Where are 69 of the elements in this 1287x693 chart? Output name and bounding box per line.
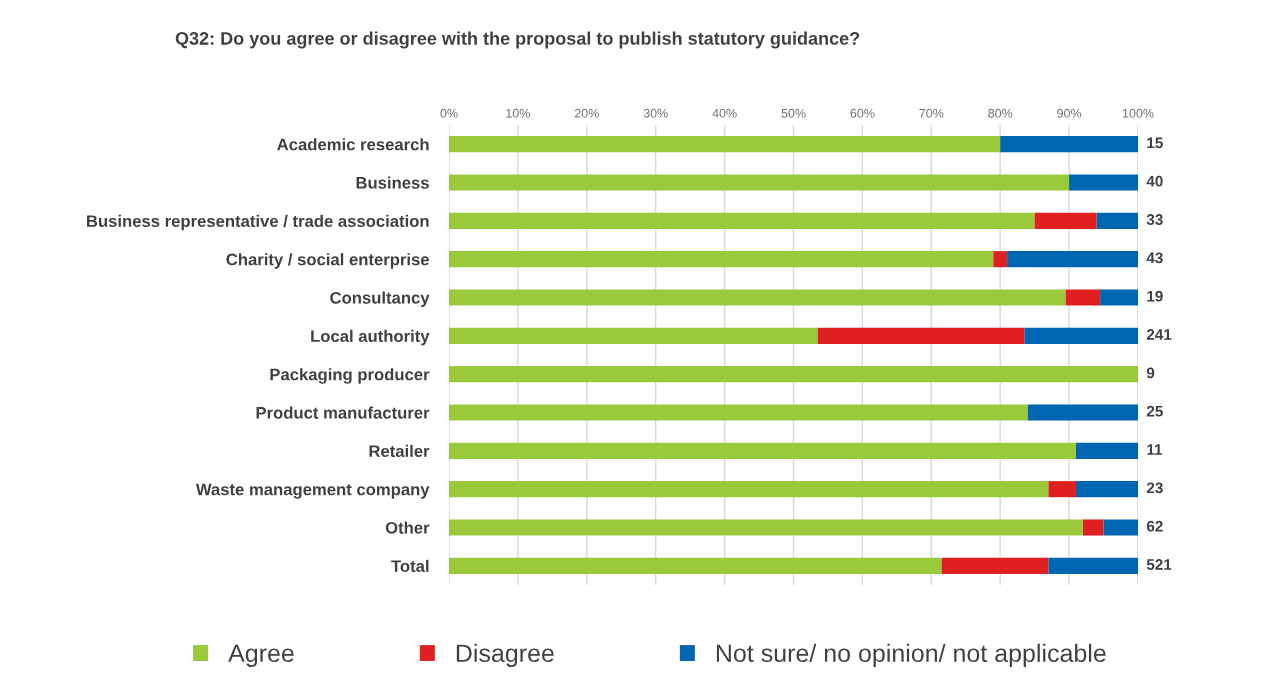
bar xyxy=(449,366,1138,383)
text: 15 xyxy=(1147,137,1163,149)
bar xyxy=(1082,519,1104,536)
y-tick-label: Packaging producer xyxy=(270,368,430,384)
bar xyxy=(449,404,1028,421)
bar xyxy=(449,327,818,344)
legend-label: Not sure/ no opinion/ not applicable xyxy=(716,643,1106,668)
bar xyxy=(1034,212,1097,229)
bar xyxy=(941,557,1049,574)
bar xyxy=(449,212,1035,229)
x-tick-label: 90% xyxy=(1057,108,1082,118)
bar xyxy=(449,519,1083,536)
text: 9 xyxy=(1146,367,1155,379)
bar xyxy=(1027,404,1138,421)
text: 11 xyxy=(1147,444,1163,455)
y-tick-label: Charity / social enterprise xyxy=(226,253,429,269)
y-tick-label: Business xyxy=(356,176,429,189)
bar xyxy=(449,136,1001,153)
y-tick-label: Academic research xyxy=(277,138,429,151)
x-tick-label: 10% xyxy=(506,108,530,118)
x-tick-label: 100% xyxy=(1122,108,1154,118)
bar xyxy=(449,557,942,574)
bar xyxy=(1075,442,1138,459)
text: 25 xyxy=(1146,405,1163,417)
text: 23 xyxy=(1146,482,1163,494)
y-tick-label: Total xyxy=(391,559,429,573)
chart-title: Q32: Do you agree or disagree with the proposal to publish statutory guidance? xyxy=(175,31,860,49)
text: 241 xyxy=(1146,329,1172,340)
y-tick-label: Business representative / trade association xyxy=(87,214,429,231)
bar xyxy=(1100,289,1138,306)
text: 33 xyxy=(1146,214,1163,225)
legend-label: Disagree xyxy=(456,643,554,668)
text: 62 xyxy=(1146,520,1163,532)
bar xyxy=(1065,289,1101,306)
bar xyxy=(449,442,1076,459)
y-tick-label: Retailer xyxy=(369,444,430,458)
y-tick-label: Other xyxy=(385,521,430,534)
bar xyxy=(1024,327,1138,344)
x-tick-label: 80% xyxy=(988,108,1013,118)
legend-label: Agree xyxy=(228,644,294,668)
text: 521 xyxy=(1146,559,1172,570)
bar xyxy=(993,251,1008,268)
y-tick-label: Consultancy xyxy=(330,291,430,307)
y-tick-label: Waste management company xyxy=(195,483,430,499)
bar xyxy=(1075,481,1138,498)
bar xyxy=(1048,481,1076,498)
bar xyxy=(817,327,1025,344)
x-tick-label: 50% xyxy=(781,108,806,118)
y-tick-label: Product manufacturer xyxy=(256,406,430,419)
bar xyxy=(1069,174,1138,191)
x-tick-label: 30% xyxy=(643,108,668,118)
bar xyxy=(1048,557,1138,574)
bar xyxy=(449,289,1066,306)
x-tick-label: 70% xyxy=(919,108,944,118)
bar xyxy=(1096,212,1138,229)
bar xyxy=(1007,251,1138,268)
bar xyxy=(1000,136,1138,153)
text: 40 xyxy=(1146,175,1163,187)
bar xyxy=(449,251,994,268)
text: 43 xyxy=(1146,252,1163,264)
x-tick-label: 0% xyxy=(440,108,458,118)
bar xyxy=(1103,519,1138,536)
x-tick-label: 40% xyxy=(712,108,737,118)
y-tick-label: Local authority xyxy=(311,329,430,346)
bar xyxy=(449,481,1049,498)
x-tick-label: 20% xyxy=(574,108,599,118)
bar xyxy=(449,174,1070,191)
x-tick-label: 60% xyxy=(850,108,875,118)
text: 19 xyxy=(1147,290,1163,302)
